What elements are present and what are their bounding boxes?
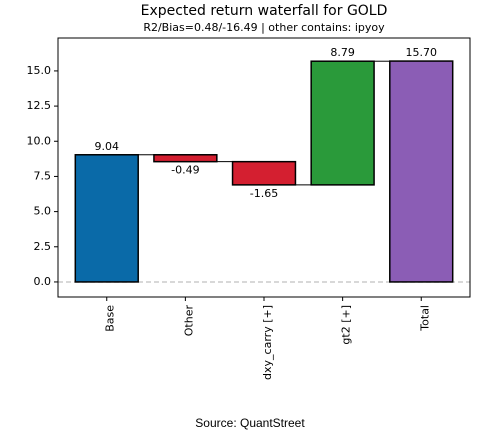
y-tick-label: 12.5 bbox=[27, 99, 52, 112]
value-label: 9.04 bbox=[94, 140, 119, 153]
x-tick-label: Other bbox=[182, 305, 195, 337]
x-tick-label: dxy_carry [+] bbox=[261, 305, 274, 380]
value-label: -1.65 bbox=[250, 187, 278, 200]
y-tick-label: 15.0 bbox=[27, 64, 52, 77]
bar bbox=[389, 60, 454, 283]
y-tick-label: 7.5 bbox=[34, 169, 52, 182]
y-tick-label: 5.0 bbox=[34, 205, 52, 218]
x-tick-label: Base bbox=[104, 305, 117, 332]
bar bbox=[153, 154, 218, 163]
source-note: Source: QuantStreet bbox=[195, 416, 305, 430]
y-tick-label: 2.5 bbox=[34, 240, 52, 253]
plot-frame bbox=[57, 37, 471, 298]
x-tick-label: Total bbox=[418, 305, 431, 332]
bar bbox=[74, 154, 139, 283]
y-tick-label: 10.0 bbox=[27, 134, 52, 147]
chart-subtitle: R2/Bias=0.48/-16.49 | other contains: ip… bbox=[143, 21, 385, 34]
bar bbox=[231, 160, 297, 186]
value-label: 8.79 bbox=[330, 46, 355, 59]
value-label: -0.49 bbox=[171, 164, 199, 177]
chart-title: Expected return waterfall for GOLD bbox=[141, 3, 388, 19]
x-tick-label: gt2 [+] bbox=[340, 305, 353, 345]
bar bbox=[310, 60, 375, 186]
value-label: 15.70 bbox=[406, 46, 438, 59]
y-tick-label: 0.0 bbox=[34, 275, 52, 288]
